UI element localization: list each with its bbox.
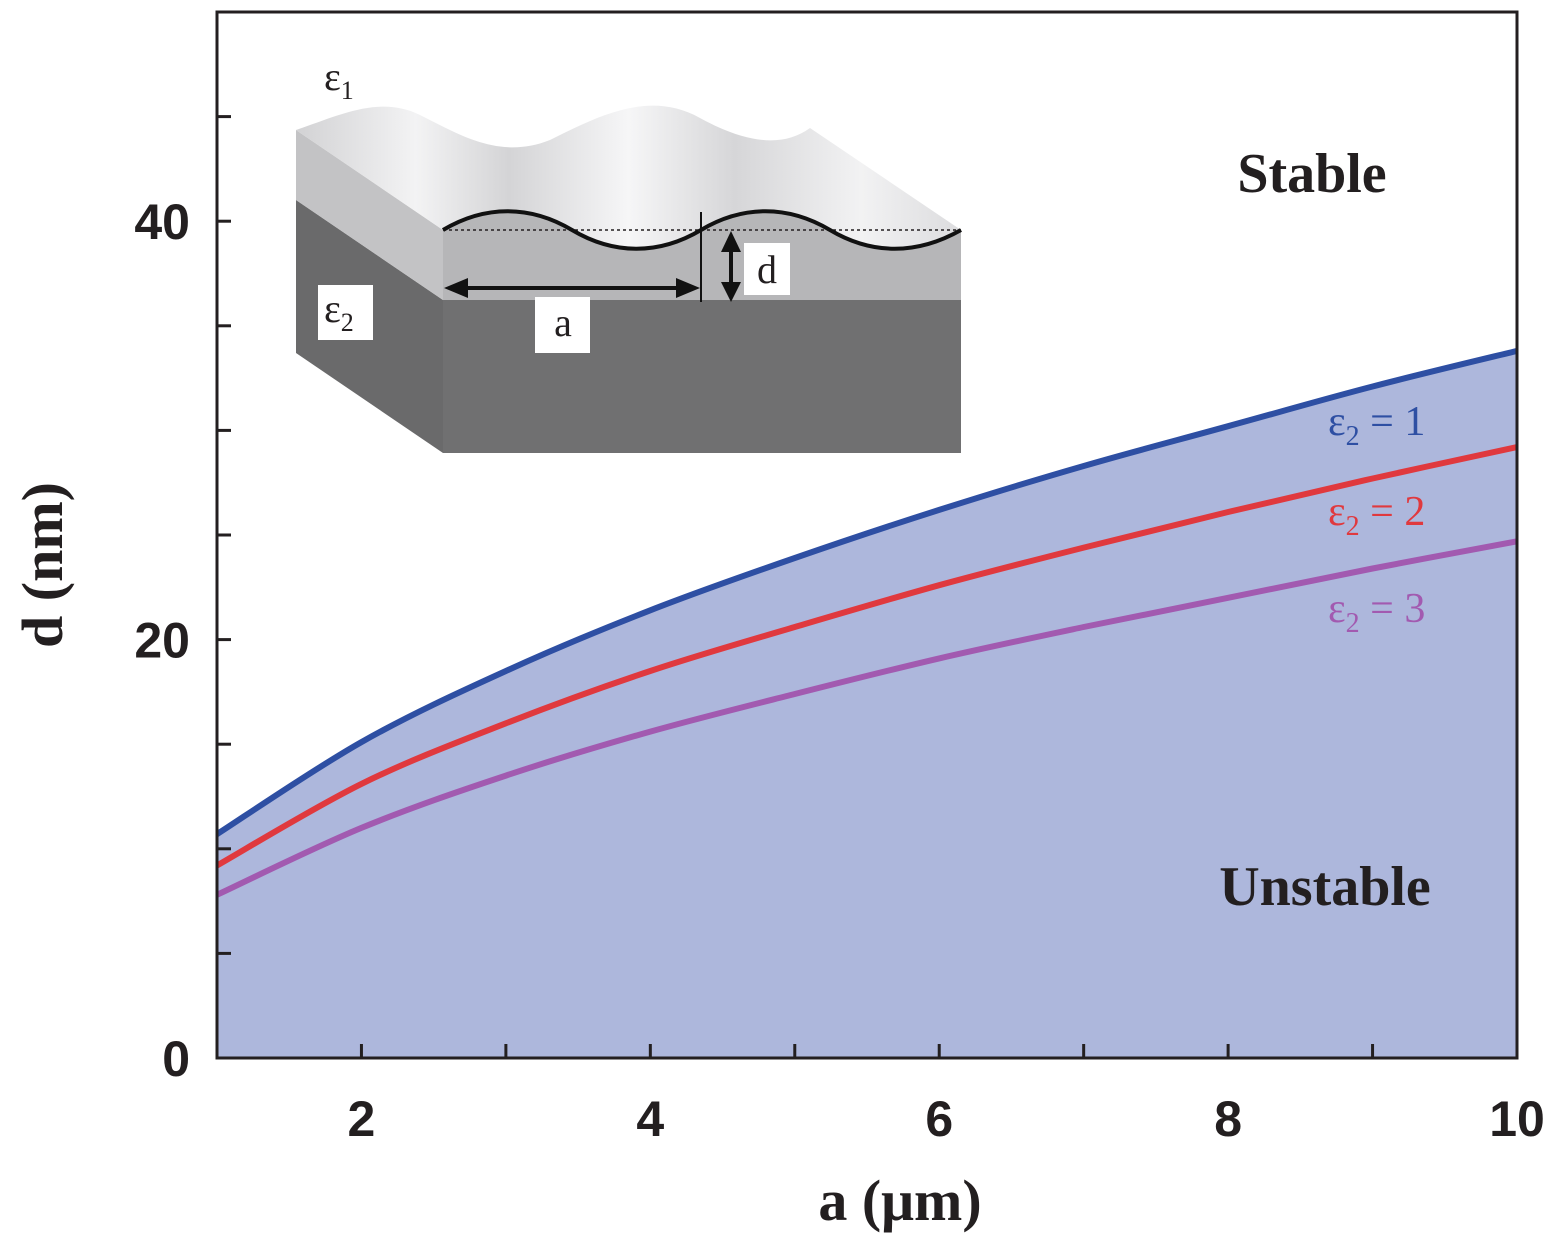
y-axis-title: d (nm)	[10, 482, 75, 648]
series-label-1: ε2 = 1	[1328, 399, 1425, 452]
amplitude-label-box	[744, 243, 790, 295]
axis-tick-labels: 2 4 6 8 10 0 20 40	[134, 194, 1544, 1147]
x-tick-label: 10	[1489, 1091, 1545, 1147]
unstable-region-label: Unstable	[1219, 856, 1431, 918]
film-side-face	[296, 130, 443, 300]
series-labels: ε2 = 1 ε2 = 2 ε2 = 3	[1328, 399, 1425, 639]
y-tick-label: 20	[134, 613, 190, 669]
x-tick-label: 2	[348, 1091, 376, 1147]
series-line-3	[217, 538, 1517, 898]
amplitude-label: d	[757, 247, 777, 292]
series-label-2: ε2 = 2	[1328, 489, 1425, 542]
y-tick-label: 0	[162, 1031, 190, 1087]
series-line-2	[217, 444, 1517, 869]
amplitude-arrow	[721, 231, 741, 302]
x-tick-label: 4	[636, 1091, 664, 1147]
x-axis-title: a (μm)	[818, 1168, 981, 1233]
series-label-3: ε2 = 3	[1328, 586, 1425, 639]
eps2-label: ε2	[324, 286, 354, 337]
eps1-label: ε1	[324, 54, 354, 105]
stable-region-label: Stable	[1237, 143, 1386, 205]
x-tick-label: 8	[1214, 1091, 1242, 1147]
series-line-1	[217, 347, 1517, 837]
period-label-box	[535, 297, 590, 353]
substrate-front-face	[443, 300, 961, 453]
eps2-label-box	[318, 285, 373, 340]
x-tick-label: 6	[925, 1091, 953, 1147]
inset-schematic: d a ε2 ε1	[296, 54, 962, 453]
period-arrow	[444, 278, 700, 298]
series-lines	[217, 347, 1517, 898]
period-label: a	[554, 300, 572, 345]
axis-ticks	[215, 10, 1519, 1060]
y-tick-label: 40	[134, 194, 190, 250]
unstable-region-fill	[217, 350, 1517, 1058]
